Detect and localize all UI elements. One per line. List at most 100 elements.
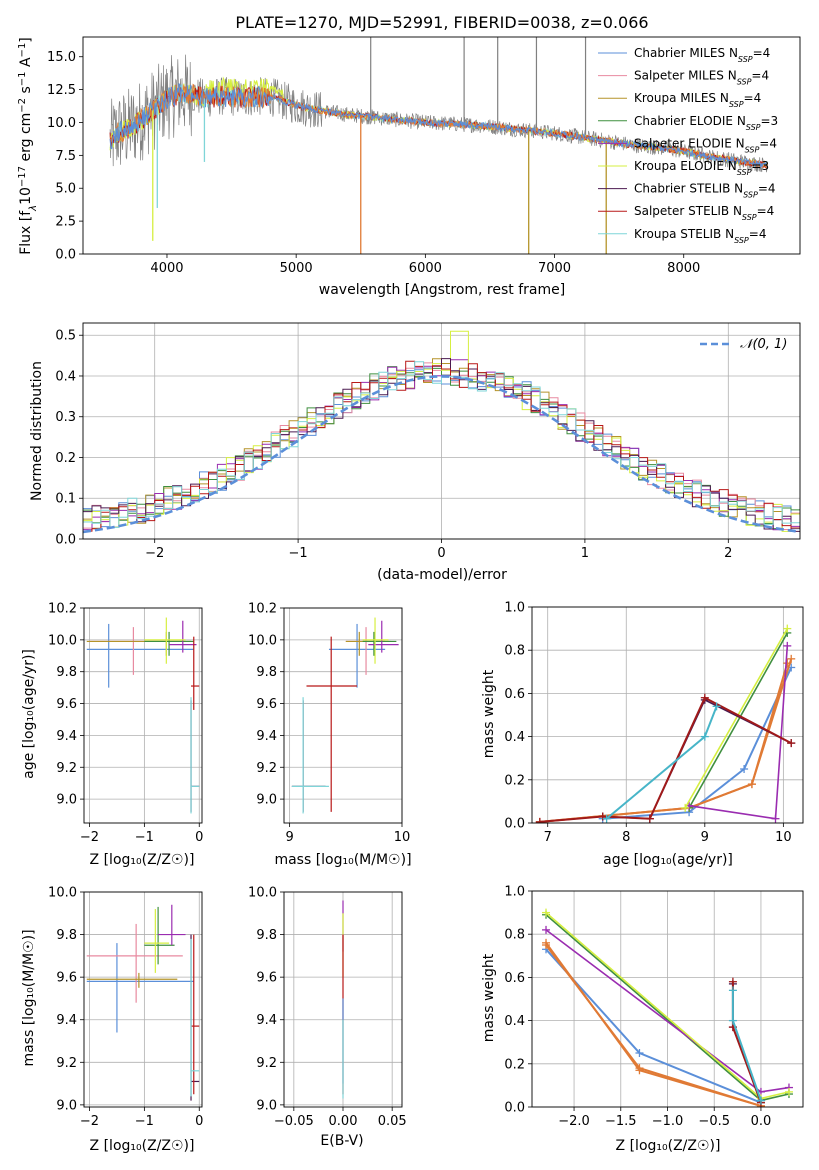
y-tick-label: 0.8 [504, 928, 525, 943]
y-tick-label: 0.0 [504, 817, 525, 832]
y-tick-label: 9.8 [56, 665, 77, 680]
errorbar-salpeter-elodie [158, 904, 186, 946]
errorbar-points [291, 617, 399, 814]
x-tick-label: −1 [135, 1114, 154, 1129]
spectrum-xlabel: wavelength [Angstrom, rest frame] [319, 282, 565, 298]
ylabel-part: Flux [f [18, 210, 34, 255]
series-salpeter-stelib [731, 981, 762, 1104]
model-spectrum [109, 82, 768, 168]
legend-text: Chabrier MILES N [634, 46, 738, 60]
x-tick-label: 0 [195, 830, 203, 845]
y-tick-label: 9.8 [256, 665, 277, 680]
y-tick-label: 9.6 [56, 697, 77, 712]
mass-vs-Z-xlabel: Z [log₁₀(Z/Z☉)] [90, 1138, 195, 1154]
errorbar-chabrier-miles [86, 943, 194, 1033]
x-tick-label: 2 [724, 546, 732, 561]
massweight-vs-Z-xlabel: Z [log₁₀(Z/Z☉)] [616, 1138, 721, 1154]
age-vs-mass-panel: 9 10 9.0 9.2 9.4 9.6 9.8 10.0 10.2 mass [log₁₀(M… [248, 602, 412, 869]
y-tick-label: 0.0 [55, 248, 76, 263]
y-tick-label: 9.2 [56, 761, 77, 776]
massweight-vs-age-panel: 7 8 9 10 0.0 0.2 0.4 0.6 0.8 1.0 age [log₁₀(age/y… [481, 601, 804, 868]
legend-sub: SSP [734, 235, 749, 244]
y-tick-label: 10.2 [248, 602, 277, 617]
age-vs-Z-panel: −2 −1 0 9.0 9.2 9.4 9.6 9.8 10.0 10.2 Z [log₁₀(Z/… [21, 602, 203, 869]
errorbar-salpeter-miles [345, 627, 391, 675]
axes-frame [82, 36, 801, 255]
y-tick-label: 10.2 [48, 602, 77, 617]
residuals-xlabel: (data-model)/error [377, 567, 507, 583]
legend-tail: =4 [744, 91, 762, 105]
x-tick-label: 1 [581, 546, 589, 561]
mass-vs-ebv-plot-area: −0.05 0.00 0.05 9.0 9.2 9.4 9.6 9.8 10.0 [248, 886, 407, 1130]
errorbar-kroupa-miles [86, 972, 178, 988]
legend-tail: =4 [753, 46, 771, 60]
y-tick-label: 9.2 [256, 761, 277, 776]
residual-histograms [83, 330, 800, 534]
axes-frame [82, 322, 801, 540]
x-tick-label: 10 [775, 830, 792, 845]
errorbar-chabrier-elodie [144, 631, 194, 656]
legend-label-chabrier-elodie: Chabrier ELODIE NSSP=3 [634, 114, 778, 132]
legend-text: Salpeter STELIB N [634, 204, 742, 218]
legend-text: Kroupa MILES N [634, 91, 729, 105]
y-tick-label: 10.0 [48, 886, 77, 901]
x-tick-label: −0.5 [698, 1114, 730, 1129]
ylabel-part: 10 [18, 187, 34, 205]
residuals-plot-area: −2 −1 0 1 2 0.0 0.1 0.2 0.3 0.4 0.5 [55, 322, 801, 561]
y-tick-label: 9.4 [56, 1013, 77, 1028]
y-tick-label: 9.4 [256, 729, 277, 744]
y-tick-label: 9.0 [256, 1098, 277, 1113]
errorbar-kroupa-elodie [362, 617, 389, 664]
y-tick-label: 5.0 [55, 182, 76, 197]
series-salpeter-miles [545, 942, 762, 1107]
y-tick-label: 9.2 [256, 1056, 277, 1071]
x-tick-label: −1 [289, 546, 308, 561]
errorbar-kroupa-stelib [190, 938, 200, 1097]
x-tick-label: 9 [285, 830, 293, 845]
legend-text: Kroupa ELODIE N [634, 159, 737, 173]
axes-frame [83, 607, 203, 824]
legend-tail: =4 [759, 136, 777, 150]
legend-label-salpeter-elodie: Salpeter ELODIE NSSP=4 [634, 136, 777, 154]
axes-frame [531, 890, 804, 1108]
y-tick-label: 0.1 [55, 492, 76, 507]
y-tick-label: 9.6 [256, 697, 277, 712]
mass-vs-Z-ylabel: mass [log₁₀(M/M☉)] [21, 929, 37, 1066]
y-tick-label: 9.8 [256, 928, 277, 943]
y-tick-label: 10.0 [248, 633, 277, 648]
x-tick-label: −1.5 [605, 1114, 637, 1129]
errorbar-salpeter-stelib [191, 636, 200, 710]
y-tick-label: 15.0 [47, 50, 76, 65]
x-tick-label: 0.00 [329, 1114, 358, 1129]
legend-sub: SSP [742, 213, 757, 222]
x-tick-label: 5000 [280, 261, 313, 276]
series-salpeter-miles [539, 658, 793, 823]
y-tick-label: 0.4 [55, 369, 76, 384]
errorbar-chabrier-elodie [362, 631, 397, 656]
ylabel-part: −1 [17, 43, 28, 58]
y-tick-label: 0.6 [504, 971, 525, 986]
x-tick-label: 0.05 [378, 1114, 407, 1129]
y-tick-label: 9.6 [56, 971, 77, 986]
y-tick-label: 0.0 [504, 1101, 525, 1116]
legend-text: Chabrier ELODIE N [634, 114, 746, 128]
spectrum-ylabel: Flux [fλ10−17 erg cm−2 s−1 A−1] [17, 37, 39, 255]
series-kroupa-miles [539, 662, 789, 823]
axes-frame [83, 891, 203, 1108]
x-tick-label: 9 [701, 830, 709, 845]
errorbar-salpeter-elodie [368, 620, 399, 653]
spectrum-title: PLATE=1270, MJD=52991, FIBERID=0038, z=0… [235, 13, 648, 32]
errorbar-kroupa-stelib [190, 697, 200, 814]
errorbar-chabrier-stelib [291, 700, 326, 812]
y-tick-label: 9.2 [56, 1056, 77, 1071]
legend-tail: =4 [749, 227, 767, 241]
y-tick-label: 9.4 [256, 1013, 277, 1028]
massweight-vs-Z-plot-area: −2.0 −1.5 −1.0 −0.5 0.0 0.0 0.2 0.4 0.6 0.8 1.0 [504, 885, 804, 1129]
spectrum-panel: PLATE=1270, MJD=52991, FIBERID=0038, z=0… [17, 13, 801, 298]
x-tick-label: 7 [544, 830, 552, 845]
legend-label-kroupa-stelib: Kroupa STELIB NSSP=4 [634, 227, 766, 245]
legend-tail: =3 [751, 159, 769, 173]
errorbar-points [86, 617, 200, 814]
